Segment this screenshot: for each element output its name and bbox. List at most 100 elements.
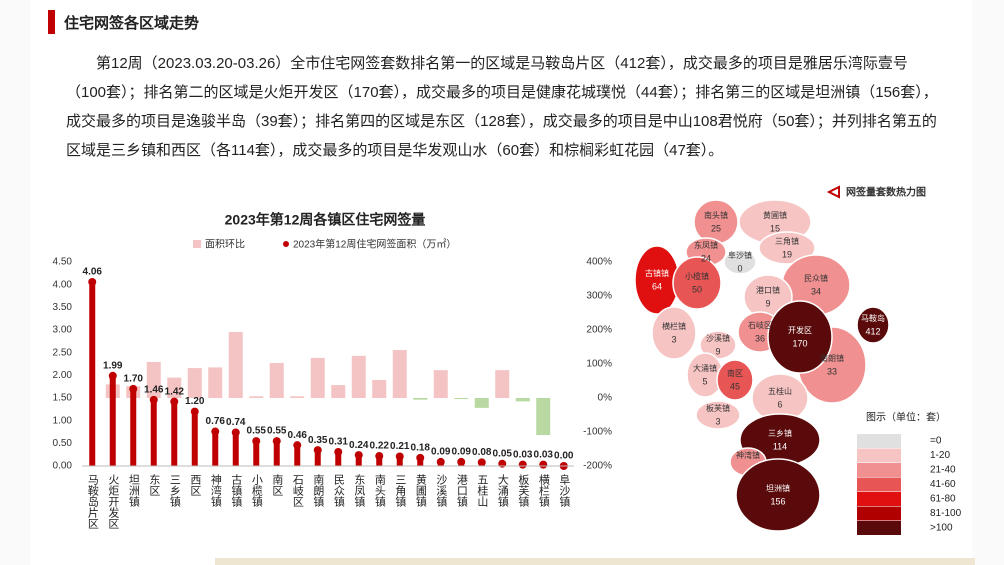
region-name: 南区 — [727, 368, 743, 378]
region-name: 三乡镇 — [768, 428, 792, 438]
x-tick-label: 三乡镇 — [168, 474, 181, 508]
y-tick-label: 2.00 — [53, 370, 73, 381]
y-tick-label: 0.50 — [53, 438, 73, 449]
legend-swatch — [857, 521, 901, 535]
x-tick-label: 神湾镇 — [209, 473, 222, 508]
dot — [518, 460, 527, 469]
value-label: 0.21 — [390, 441, 410, 452]
dot — [190, 407, 199, 416]
legend-label: 面积环比 — [205, 239, 245, 251]
legend-label: 21-40 — [930, 465, 956, 476]
value-label: 0.09 — [452, 447, 472, 458]
map-region — [723, 249, 757, 275]
legend-swatch — [857, 477, 901, 492]
dot — [436, 457, 445, 466]
map-region — [672, 256, 722, 310]
y2-tick-label: -100% — [583, 427, 612, 438]
region-value: 3 — [671, 334, 676, 344]
dot — [293, 441, 302, 450]
region-name: 民众镇 — [804, 273, 828, 283]
legend-label: =0 — [930, 436, 942, 447]
y-tick-label: 1.50 — [53, 393, 73, 404]
legend-label: 61-80 — [930, 494, 956, 505]
y2-tick-label: 0% — [598, 393, 613, 404]
x-tick-label: 南区 — [271, 474, 284, 496]
region-name: 开发区 — [788, 325, 812, 335]
value-label: 1.46 — [144, 384, 164, 395]
region-value: 19 — [782, 249, 792, 259]
dot — [395, 452, 404, 461]
stem — [253, 441, 260, 466]
region-value: 6 — [777, 399, 782, 409]
region-name: 坦洲镇 — [766, 483, 790, 493]
region-value: 15 — [770, 223, 780, 233]
value-label: 1.42 — [165, 386, 185, 397]
legend-swatch — [857, 448, 901, 463]
region-name: 神湾镇 — [736, 450, 760, 460]
stem — [314, 450, 321, 466]
stem — [396, 456, 403, 466]
value-label: 0.09 — [431, 447, 451, 458]
x-tick-label: 港口镇 — [455, 474, 468, 508]
value-label: 0.05 — [493, 448, 513, 459]
dot — [211, 427, 220, 436]
stem — [273, 441, 280, 466]
region-name: 黄圃镇 — [763, 210, 787, 220]
region-name: 板芙镇 — [706, 403, 730, 413]
dot — [457, 457, 466, 466]
x-tick-label: 坦洲镇 — [127, 473, 140, 508]
value-label: 0.22 — [370, 441, 390, 452]
stem — [130, 388, 137, 466]
paragraph: 第12周（2023.03.20-03.26）全市住宅网签套数排名第一的区域是马鞍… — [66, 55, 938, 159]
bar — [392, 350, 407, 398]
legend-swatch — [857, 492, 901, 506]
x-tick-label: 东区 — [148, 474, 161, 496]
legend-label: >100 — [930, 523, 953, 534]
region-value: 25 — [711, 223, 721, 233]
bar — [331, 385, 346, 398]
x-tick-label: 南头镇 — [373, 474, 386, 508]
dot — [334, 447, 343, 456]
map-region — [693, 199, 739, 245]
region-value: 33 — [827, 366, 837, 376]
dot — [108, 371, 117, 380]
bar — [187, 368, 202, 398]
region-value: 5 — [702, 376, 707, 386]
value-label: 0.18 — [411, 442, 431, 453]
x-tick-label: 阜沙镇 — [558, 474, 571, 508]
y-tick-label: 2.50 — [53, 347, 73, 358]
dot — [477, 458, 486, 467]
dot — [231, 428, 240, 437]
region-value: 9 — [765, 298, 770, 308]
x-tick-label: 黄圃镇 — [414, 473, 427, 508]
x-tick-label: 板芙镇 — [517, 473, 530, 508]
bar — [351, 355, 366, 398]
x-tick-label: 古镇镇 — [230, 474, 243, 508]
bar — [433, 370, 448, 398]
bar — [167, 377, 182, 398]
value-label: 4.06 — [83, 267, 103, 278]
y2-tick-label: 300% — [586, 291, 612, 302]
legend-swatch — [857, 463, 901, 477]
bar — [495, 370, 510, 398]
bar — [290, 396, 305, 398]
region-value: 36 — [755, 333, 765, 343]
value-label: 0.74 — [226, 417, 246, 428]
region-name: 南朗镇 — [820, 353, 844, 363]
region-name: 马鞍岛 — [861, 313, 885, 323]
stem — [376, 456, 383, 466]
x-tick-label: 石岐区 — [291, 474, 304, 507]
bar — [269, 362, 284, 398]
value-label: 1.70 — [124, 374, 144, 385]
bar — [536, 398, 551, 436]
x-tick-label: 沙溪镇 — [435, 474, 448, 508]
region-value: 24 — [701, 253, 711, 263]
region-value: 50 — [692, 284, 702, 294]
x-tick-label: 大涌镇 — [496, 473, 509, 508]
value-label: 0.46 — [288, 430, 308, 441]
dot — [313, 446, 322, 455]
dot — [375, 452, 384, 461]
bar — [208, 367, 223, 398]
dot — [170, 397, 179, 406]
